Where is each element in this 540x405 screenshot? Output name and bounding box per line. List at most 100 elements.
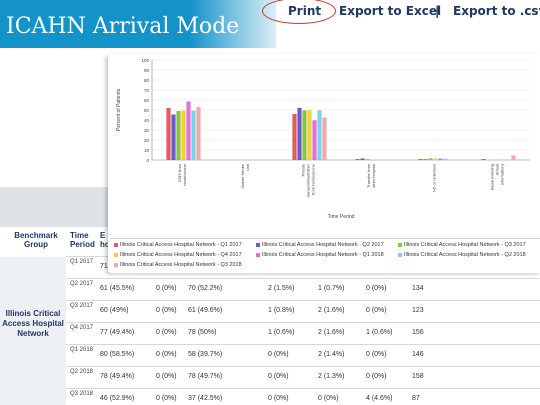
x-category-label-line: transport/taxi/other: [306, 163, 311, 197]
legend-item: Illinois Critical Access Hospital Networ…: [398, 242, 526, 248]
table-cell-c7: 123: [412, 307, 424, 314]
export-excel-link[interactable]: Export to Excel: [339, 4, 442, 18]
table-cell-c2: 0 (0%): [156, 395, 177, 402]
bar: [496, 159, 501, 160]
table-cell-c5: 2 (1.4%): [318, 351, 345, 358]
legend-item: Illinois Critical Access Hospital Networ…: [114, 262, 242, 268]
y-tick-label: 80: [144, 78, 150, 83]
x-category-label-line: Private: [301, 163, 306, 176]
table-cell-c2: 0 (0%): [156, 373, 177, 380]
bar: [360, 158, 365, 160]
x-category-label-line: home/scene: [182, 163, 187, 186]
toolbar-separator: |: [435, 4, 440, 18]
table-cell-c7: 146: [412, 351, 424, 358]
bar: [428, 158, 433, 160]
bar: [365, 159, 370, 160]
x-category-label-line: Arrival: [495, 164, 500, 175]
bar: [423, 159, 428, 160]
legend-item: Illinois Critical Access Hospital Networ…: [114, 252, 242, 258]
table-cell-c5: 1 (0.7%): [318, 285, 345, 292]
bar: [511, 155, 516, 160]
x-category-label-line: EMS from: [177, 163, 182, 181]
x-category-label: Transfer fromother hospital: [366, 163, 376, 188]
x-category-label-line: Transfer from: [366, 163, 371, 188]
chart-legend: Illinois Critical Access Hospital Networ…: [110, 238, 540, 273]
bar: [292, 114, 297, 160]
legend-label: Illinois Critical Access Hospital Networ…: [262, 252, 384, 258]
time-period-cell: Q1 2018: [70, 347, 94, 353]
table-cell-c6: 4 (4.6%): [366, 395, 393, 402]
table-cell-c5: 2 (1.6%): [318, 329, 345, 336]
table-cell-c3: 61 (49.6%): [188, 307, 223, 314]
table-cell-c4: 2 (1.5%): [268, 285, 295, 292]
table-cell-c7: 134: [412, 285, 424, 292]
bar: [297, 107, 302, 160]
table-cell-c1: 71: [100, 263, 108, 270]
bar: [317, 110, 322, 160]
legend-swatch: [398, 242, 402, 247]
legend-swatch: [114, 242, 118, 247]
table-cell-c7: 87: [412, 395, 420, 402]
bar: [181, 110, 186, 160]
table-cell-c5: 2 (1.3%): [318, 373, 345, 380]
time-period-cell: Q1 2017: [70, 259, 94, 265]
table-row-divider: [66, 344, 540, 345]
table-cell-c4: 0 (0%): [268, 395, 289, 402]
benchmark-group-name: Illinois Critical Access Hospital Networ…: [2, 309, 64, 338]
export-csv-link[interactable]: Export to .csv: [453, 4, 540, 18]
table-row-divider: [66, 388, 540, 389]
header-col3-fragment: E: [100, 231, 106, 240]
print-highlight-oval: [262, 0, 336, 24]
bar: [312, 120, 317, 160]
table-cell-c6: 0 (0%): [366, 285, 387, 292]
time-period-cell: Q2 2018: [70, 369, 94, 375]
table-cell-c6: 0 (0%): [366, 373, 387, 380]
y-tick-label: 60: [144, 98, 150, 103]
bar: [196, 107, 201, 160]
time-period-cell: Q3 2017: [70, 303, 94, 309]
table-cell-c4: 1 (0.6%): [268, 329, 295, 336]
x-category-label: Blank (MissingArrivalinformation): [490, 163, 505, 190]
legend-label: Illinois Critical Access Hospital Networ…: [120, 242, 242, 248]
bar: [355, 159, 360, 160]
y-tick-label: 40: [144, 118, 150, 123]
time-period-cell: Q4 2017: [70, 325, 94, 331]
table-cell-c3: 37 (42.5%): [188, 395, 223, 402]
bar: [176, 111, 181, 160]
x-category-label-line: other hospital: [371, 164, 376, 188]
legend-item: Illinois Critical Access Hospital Networ…: [256, 242, 384, 248]
table-cell-c6: 0 (0%): [366, 307, 387, 314]
chart-card: 100 90 80 70 60 50 40 30 20 10 0 Percent of Patient…: [108, 54, 540, 272]
table-cell-c4: 0 (0%): [268, 351, 289, 358]
legend-item: Illinois Critical Access Hospital Networ…: [398, 252, 526, 258]
bar: [191, 110, 196, 160]
table-cell-c2: 0 (0%): [156, 285, 177, 292]
bar: [481, 159, 486, 160]
legend-label: Illinois Critical Access Hospital Networ…: [120, 252, 242, 258]
time-period-cell: Q3 2018: [70, 391, 94, 397]
table-cell-c3: 70 (52.2%): [188, 285, 223, 292]
y-tick-label: 0: [146, 158, 149, 163]
x-category-label: Privatetransport/taxi/otherfrom home/sce…: [301, 163, 316, 197]
table-cell-c4: 1 (0.8%): [268, 307, 295, 314]
table-cell-c1: 61 (45.5%): [100, 285, 135, 292]
bar: [171, 114, 176, 160]
y-tick-label: 10: [144, 148, 150, 153]
table-cell-c2: 0 (0%): [156, 351, 177, 358]
banner-fade: [190, 0, 276, 48]
legend-label: Illinois Critical Access Hospital Networ…: [404, 252, 526, 258]
table-cell-c1: 78 (49.4%): [100, 373, 135, 380]
table-cell-c6: 0 (0%): [366, 351, 387, 358]
bar: [438, 158, 443, 160]
table-cell-c4: 0 (0%): [268, 373, 289, 380]
table-cell-c2: 0 (0%): [156, 307, 177, 314]
bar: [370, 159, 375, 160]
y-axis-label: Percent of Patients: [116, 88, 122, 131]
bar: [302, 110, 307, 160]
legend-swatch: [114, 262, 118, 267]
x-category-label: ND or Unknown: [432, 164, 437, 192]
table-cell-c3: 78 (50%): [188, 329, 217, 336]
table-cell-c1: 80 (58.5%): [100, 351, 135, 358]
time-period-cell: Q2 2017: [70, 281, 94, 287]
